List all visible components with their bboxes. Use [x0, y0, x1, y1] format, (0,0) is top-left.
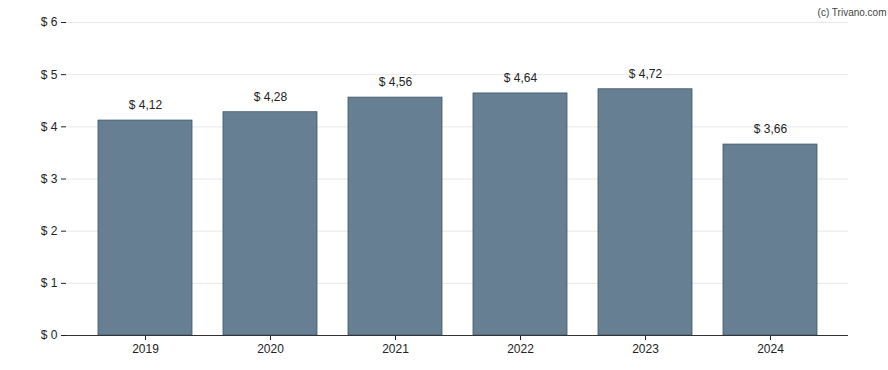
svg-text:2024: 2024 [757, 342, 784, 356]
svg-text:$ 4: $ 4 [41, 120, 58, 134]
svg-text:$ 4,56: $ 4,56 [379, 75, 413, 89]
svg-text:$ 6: $ 6 [41, 15, 58, 29]
svg-text:2021: 2021 [382, 342, 409, 356]
svg-text:$ 2: $ 2 [41, 224, 58, 238]
svg-text:$ 0: $ 0 [41, 328, 58, 342]
svg-text:(c) Trivano.com: (c) Trivano.com [818, 7, 887, 18]
svg-text:$ 5: $ 5 [41, 68, 58, 82]
svg-text:$ 1: $ 1 [41, 276, 58, 290]
svg-text:$ 3: $ 3 [41, 172, 58, 186]
svg-text:$ 4,72: $ 4,72 [629, 67, 663, 81]
svg-text:2023: 2023 [632, 342, 659, 356]
svg-text:$ 4,28: $ 4,28 [254, 90, 288, 104]
svg-text:2019: 2019 [132, 342, 159, 356]
svg-text:$ 4,12: $ 4,12 [129, 98, 163, 112]
svg-text:$ 4,64: $ 4,64 [504, 71, 538, 85]
svg-text:2020: 2020 [257, 342, 284, 356]
svg-text:$ 3,66: $ 3,66 [754, 122, 788, 136]
svg-text:2022: 2022 [507, 342, 534, 356]
